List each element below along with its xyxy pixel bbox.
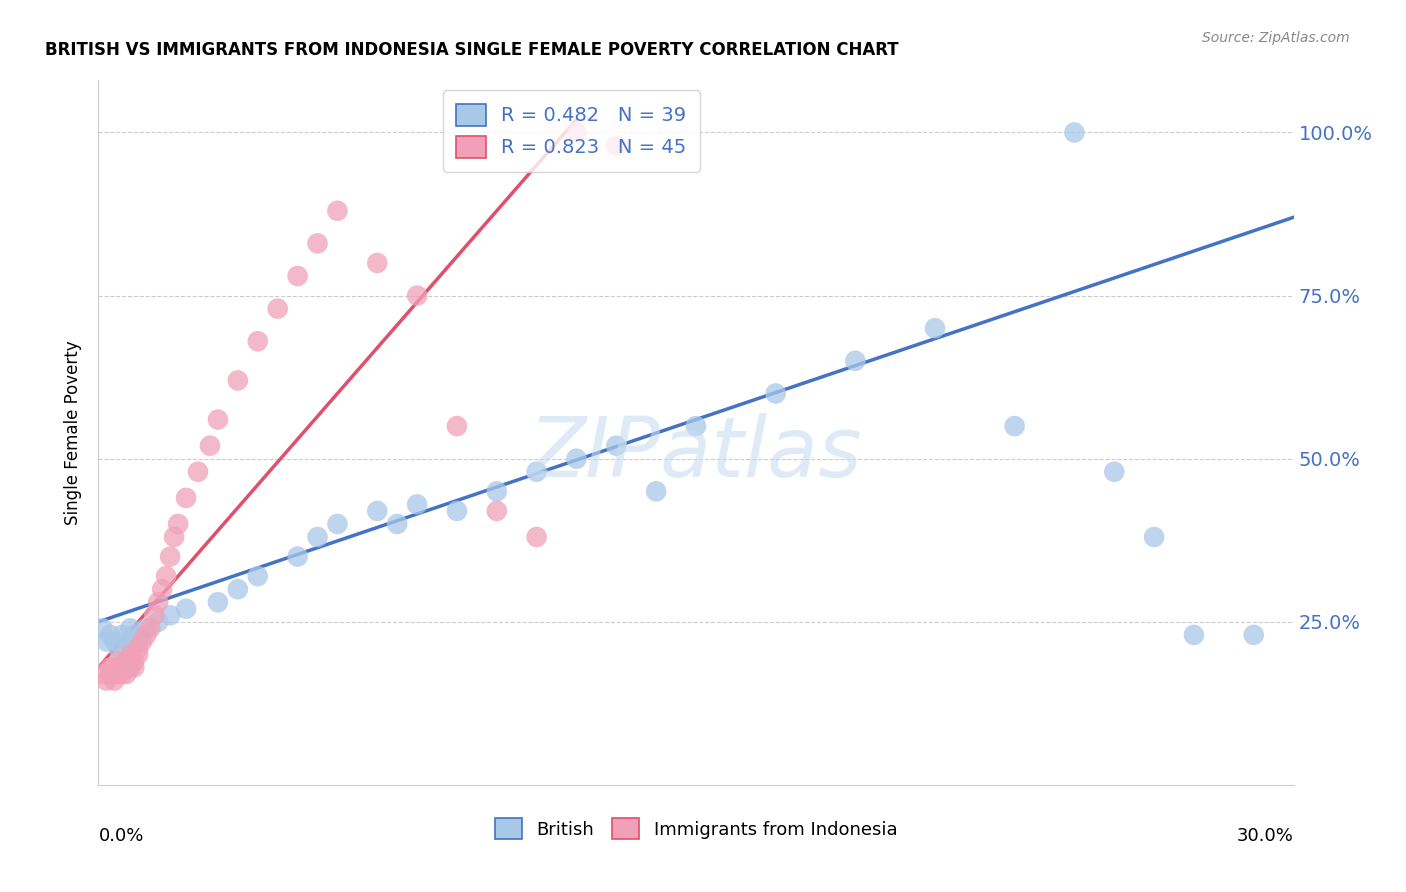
Point xyxy=(1004,419,1026,434)
Text: ZIPatlas: ZIPatlas xyxy=(529,413,863,494)
Text: 30.0%: 30.0% xyxy=(1237,827,1294,845)
Point xyxy=(207,595,229,609)
Point xyxy=(127,640,149,655)
Point xyxy=(565,126,588,140)
Point xyxy=(159,608,181,623)
Point xyxy=(91,621,114,635)
Point xyxy=(326,516,349,531)
Point xyxy=(120,621,142,635)
Point xyxy=(107,654,129,668)
Point xyxy=(565,451,588,466)
Point xyxy=(287,268,309,283)
Point xyxy=(226,373,249,387)
Point xyxy=(150,582,173,597)
Point xyxy=(131,634,153,648)
Point xyxy=(103,660,125,674)
Point xyxy=(1104,465,1126,479)
Point xyxy=(135,628,157,642)
Legend: British, Immigrants from Indonesia: British, Immigrants from Indonesia xyxy=(488,811,904,847)
Point xyxy=(446,504,468,518)
Point xyxy=(115,667,138,681)
Point xyxy=(148,595,170,609)
Point xyxy=(174,491,197,505)
Point xyxy=(139,621,162,635)
Point xyxy=(605,439,627,453)
Point xyxy=(167,516,190,531)
Point xyxy=(159,549,181,564)
Point xyxy=(406,497,429,511)
Point xyxy=(115,634,138,648)
Point xyxy=(124,660,146,674)
Text: BRITISH VS IMMIGRANTS FROM INDONESIA SINGLE FEMALE POVERTY CORRELATION CHART: BRITISH VS IMMIGRANTS FROM INDONESIA SIN… xyxy=(45,41,898,59)
Point xyxy=(307,236,329,251)
Point xyxy=(526,530,548,544)
Point xyxy=(91,667,114,681)
Point xyxy=(307,530,329,544)
Point xyxy=(645,484,668,499)
Point xyxy=(120,648,142,662)
Point xyxy=(98,628,122,642)
Point xyxy=(844,354,866,368)
Point xyxy=(246,569,269,583)
Point xyxy=(187,465,209,479)
Point xyxy=(226,582,249,597)
Point xyxy=(446,419,468,434)
Point xyxy=(326,203,349,218)
Point xyxy=(406,288,429,302)
Point xyxy=(685,419,707,434)
Point xyxy=(127,648,149,662)
Text: 0.0%: 0.0% xyxy=(98,827,143,845)
Point xyxy=(111,667,134,681)
Point xyxy=(605,138,627,153)
Point xyxy=(148,615,170,629)
Point xyxy=(366,256,388,270)
Point xyxy=(124,628,146,642)
Point xyxy=(366,504,388,518)
Point xyxy=(96,634,118,648)
Point xyxy=(1182,628,1205,642)
Point xyxy=(1143,530,1166,544)
Point xyxy=(287,549,309,564)
Point xyxy=(96,673,118,688)
Y-axis label: Single Female Poverty: Single Female Poverty xyxy=(65,341,83,524)
Point xyxy=(1243,628,1265,642)
Point xyxy=(207,412,229,426)
Point xyxy=(526,465,548,479)
Text: Source: ZipAtlas.com: Source: ZipAtlas.com xyxy=(1202,31,1350,45)
Point xyxy=(120,660,142,674)
Point xyxy=(246,334,269,349)
Point xyxy=(198,439,221,453)
Point xyxy=(111,628,134,642)
Point xyxy=(111,660,134,674)
Point xyxy=(155,569,177,583)
Point xyxy=(107,667,129,681)
Point xyxy=(103,673,125,688)
Point xyxy=(924,321,946,335)
Point xyxy=(107,640,129,655)
Point xyxy=(1063,126,1085,140)
Point xyxy=(103,634,125,648)
Point xyxy=(143,608,166,623)
Point xyxy=(127,634,149,648)
Point xyxy=(115,654,138,668)
Point xyxy=(765,386,787,401)
Point xyxy=(135,621,157,635)
Point xyxy=(485,484,508,499)
Point xyxy=(163,530,186,544)
Point xyxy=(174,602,197,616)
Point xyxy=(385,516,409,531)
Point xyxy=(98,667,122,681)
Point xyxy=(124,654,146,668)
Point xyxy=(98,660,122,674)
Point xyxy=(485,504,508,518)
Point xyxy=(267,301,290,316)
